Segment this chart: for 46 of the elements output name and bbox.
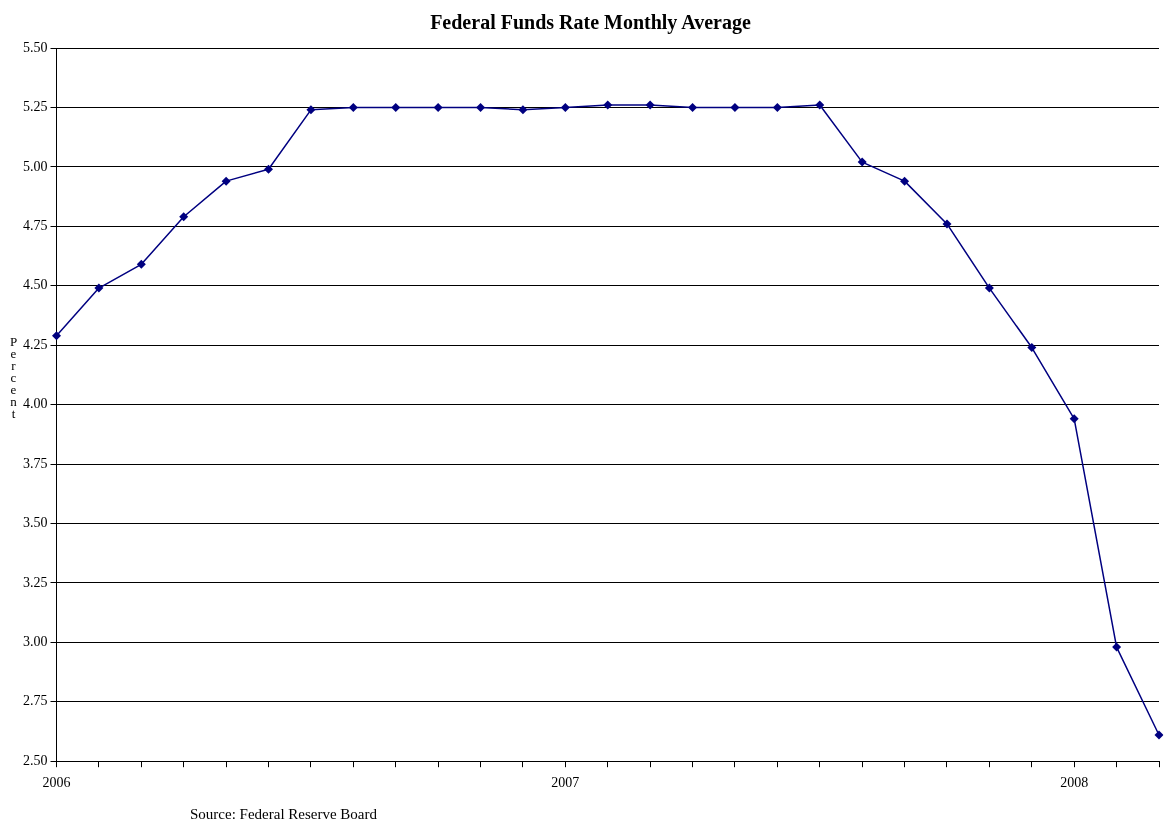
point [815,100,825,110]
y-axis-title: Percent [6,334,21,418]
point [1112,642,1122,652]
y-tick-label: 4.00 [23,396,48,412]
point [52,331,61,341]
point [1027,343,1037,353]
point [1154,730,1164,740]
point [306,105,316,115]
y-tick-label: 3.75 [23,455,48,471]
point [772,102,782,112]
point [730,102,740,112]
source-note: Source: Federal Reserve Board [190,806,378,823]
point [1069,414,1079,424]
y-tick-label: 5.50 [23,39,48,55]
point [560,102,570,112]
y-tick-label: 5.25 [23,99,48,115]
y-tick-label: 4.25 [23,336,48,352]
point [136,259,146,269]
y-tick-label: 3.00 [23,634,48,650]
chart-title: Federal Funds Rate Monthly Average [430,11,751,35]
y-tick-label: 4.50 [23,277,48,293]
point [603,100,613,110]
point [391,102,401,112]
point [688,102,698,112]
y-tick-label: 2.50 [23,752,48,768]
point [518,105,528,115]
x-tick-label: 2006 [42,775,71,791]
point [433,102,443,112]
y-tick-label: 2.75 [23,693,48,709]
point [179,212,189,222]
point [221,176,231,186]
point [476,102,486,112]
y-tick-label: 4.75 [23,217,48,233]
y-tick-label: 5.00 [23,158,48,174]
x-tick-label: 2007 [551,775,580,791]
point [942,219,952,229]
point [645,100,655,110]
point [348,102,358,112]
y-tick-label: 3.25 [23,574,48,590]
point [94,283,104,293]
y-tick-label: 3.50 [23,515,48,531]
point [984,283,994,293]
point [900,176,910,186]
point [264,164,274,174]
point [857,157,867,167]
x-tick-label: 2008 [1060,775,1089,791]
